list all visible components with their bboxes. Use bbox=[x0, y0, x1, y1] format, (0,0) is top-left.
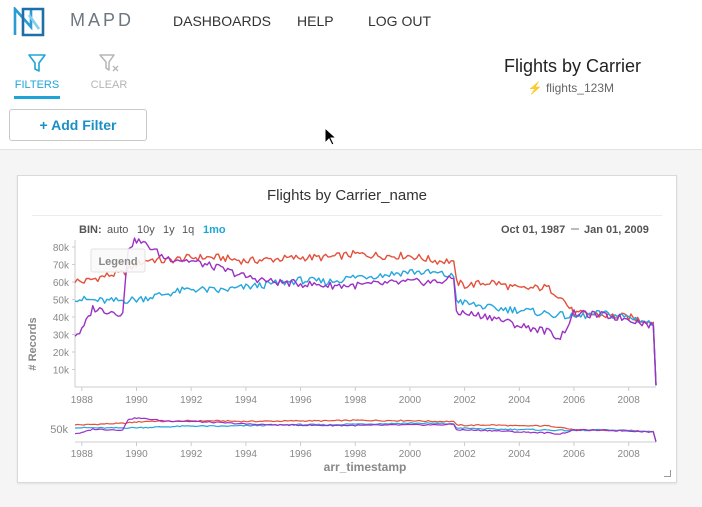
logo-text: MAPD bbox=[70, 10, 135, 30]
bin-1q[interactable]: 1q bbox=[182, 224, 194, 236]
dashboard-title[interactable]: Flights by Carrier bbox=[503, 56, 641, 76]
y-ticks: 10k 20k 30k 40k 50k 60k 70k 80k bbox=[53, 243, 75, 377]
resize-handle[interactable] bbox=[664, 470, 671, 477]
clear-filters-button[interactable]: CLEAR bbox=[84, 52, 134, 91]
x-tick-label: 2000 bbox=[399, 395, 422, 406]
range-x-tick-label: 1998 bbox=[344, 449, 367, 460]
nav-help[interactable]: HELP bbox=[297, 13, 334, 29]
x-tick-label: 2004 bbox=[508, 395, 531, 406]
x-tick-label: 2008 bbox=[618, 395, 641, 406]
filters-button[interactable]: FILTERS bbox=[12, 52, 62, 91]
y-tick-label: 30k bbox=[53, 331, 70, 342]
date-from[interactable]: Oct 01, 1987 bbox=[501, 224, 565, 236]
x-tick-label: 1988 bbox=[71, 395, 94, 406]
y-axis-label: # Records bbox=[27, 317, 39, 370]
lightning-icon: ⚡ bbox=[527, 81, 543, 95]
y-tick-label: 40k bbox=[53, 313, 70, 324]
dashboard-table: ⚡ flights_123M bbox=[528, 81, 614, 95]
filter-bar: + Add Filter bbox=[0, 101, 702, 150]
bin-1mo[interactable]: 1mo bbox=[203, 224, 226, 236]
top-bar: MAPD DASHBOARDS HELP LOG OUT FILTERS CLE… bbox=[0, 0, 702, 102]
legend[interactable]: Legend bbox=[90, 248, 146, 273]
divider bbox=[32, 215, 662, 216]
x-tick-label: 2002 bbox=[453, 395, 476, 406]
x-tick-label: 1992 bbox=[180, 395, 203, 406]
y-tick-label: 70k bbox=[53, 261, 70, 272]
x-axis-label: arr_timestamp bbox=[324, 460, 407, 474]
series-line-blue[interactable] bbox=[74, 268, 657, 386]
nav-dashboards[interactable]: DASHBOARDS bbox=[173, 13, 272, 29]
legend-box bbox=[90, 248, 146, 273]
range-x-tick-label: 1992 bbox=[180, 449, 203, 460]
range-x-tick-label: 1994 bbox=[235, 449, 258, 460]
range-x-tick-label: 2000 bbox=[399, 449, 422, 460]
bin-auto[interactable]: auto bbox=[107, 224, 128, 236]
range-series-line-blue bbox=[75, 422, 657, 442]
add-filter-button[interactable]: + Add Filter bbox=[9, 109, 147, 141]
range-x-tick-label: 2002 bbox=[453, 449, 476, 460]
legend-label: Legend bbox=[98, 256, 137, 268]
range-x-tick-label: 2004 bbox=[508, 449, 531, 460]
range-x-tick-label: 1996 bbox=[289, 449, 312, 460]
table-name: flights_123M bbox=[545, 81, 614, 95]
series-line-purple[interactable] bbox=[74, 237, 657, 386]
chart-title[interactable]: Flights by Carrier_name bbox=[266, 187, 428, 204]
x-tick-label: 1994 bbox=[235, 395, 258, 406]
x-tick-label: 1990 bbox=[125, 395, 148, 406]
filters-label: FILTERS bbox=[14, 79, 60, 91]
range-x-tick-label: 2006 bbox=[563, 449, 586, 460]
y-tick-label: 20k bbox=[53, 348, 70, 359]
y-tick-label: 50k bbox=[53, 296, 70, 307]
y-tick-label: 10k bbox=[53, 366, 70, 377]
active-tab-indicator bbox=[14, 96, 60, 99]
mouse-cursor-icon bbox=[324, 127, 338, 146]
chart-card: Flights by Carrier_name BIN: auto 10y 1y… bbox=[17, 175, 677, 483]
x-tick-label: 1996 bbox=[289, 395, 312, 406]
range-y-tick: 50k bbox=[50, 424, 68, 436]
clear-filter-icon bbox=[99, 54, 119, 72]
nav-logout[interactable]: LOG OUT bbox=[368, 13, 432, 29]
bin-1y[interactable]: 1y bbox=[163, 224, 175, 236]
x-tick-label: 2006 bbox=[563, 395, 586, 406]
x-ticks: 1988 1990 1992 1994 1996 1998 2000 2002 2004 2006… bbox=[71, 387, 641, 406]
bin-label: BIN: bbox=[79, 224, 102, 236]
bin-10y[interactable]: 10y bbox=[137, 224, 155, 236]
range-x-tick-label: 1990 bbox=[125, 449, 148, 460]
range-x-tick-label: 2008 bbox=[618, 449, 641, 460]
filter-icon bbox=[28, 54, 46, 72]
clear-label: CLEAR bbox=[90, 79, 128, 91]
date-to[interactable]: Jan 01, 2009 bbox=[584, 224, 649, 236]
range-series-line-purple bbox=[74, 417, 657, 442]
range-series[interactable] bbox=[74, 417, 657, 442]
line-chart[interactable]: BIN: auto 10y 1y 1q 1mo Oct 01, 1987 Jan… bbox=[18, 176, 676, 482]
range-x-tick-label: 1988 bbox=[71, 449, 94, 460]
y-tick-label: 80k bbox=[53, 243, 70, 254]
main-series bbox=[74, 237, 657, 386]
y-tick-label: 60k bbox=[53, 278, 70, 289]
range-x-ticks: 1988 1990 1992 1994 1996 1998 2000 2002 2004 2006… bbox=[71, 442, 641, 460]
x-tick-label: 1998 bbox=[344, 395, 367, 406]
mapd-logo[interactable] bbox=[13, 7, 123, 37]
